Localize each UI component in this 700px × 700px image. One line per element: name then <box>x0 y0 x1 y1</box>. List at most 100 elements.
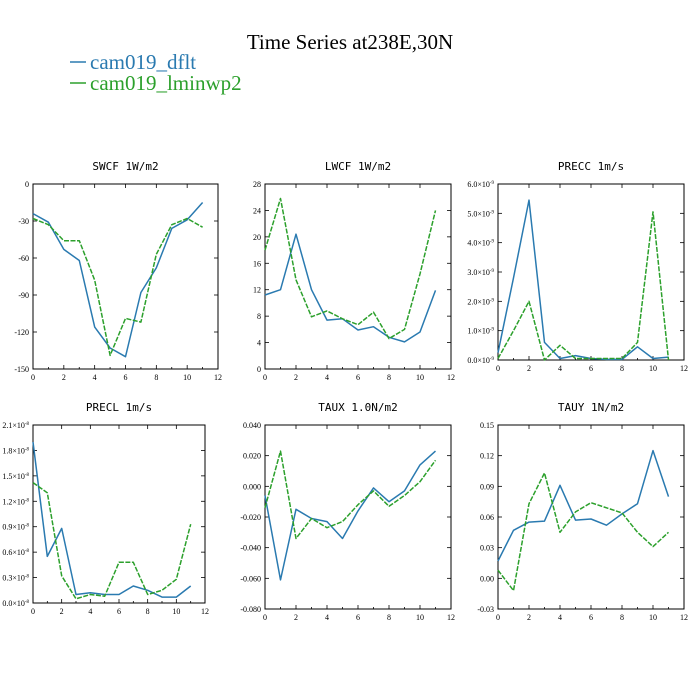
y-tick-label: 0.0×10-8 <box>2 599 29 608</box>
y-tick-label: 6.0×10-9 <box>467 180 494 189</box>
x-tick-label: 6 <box>589 613 593 622</box>
series-line-dflt <box>32 202 204 358</box>
y-tick-label: 0.03 <box>480 544 494 553</box>
x-tick-label: 8 <box>620 613 624 622</box>
y-tick-label: -0.020 <box>240 513 261 522</box>
panel-title: SWCF 1W/m2 <box>92 160 158 173</box>
y-tick-label: 0.15 <box>480 421 494 430</box>
x-tick-label: 2 <box>62 373 66 382</box>
panel-title: PRECC 1m/s <box>558 160 624 173</box>
x-tick-label: 0 <box>263 373 267 382</box>
plot-frame <box>264 183 452 370</box>
legend-label-lminwp2: cam019_lminwp2 <box>90 71 242 95</box>
y-tick-exponent: -8 <box>25 473 30 478</box>
y-tick-exponent: -8 <box>25 498 30 503</box>
y-tick-exponent: -8 <box>25 549 30 554</box>
series-line-dflt <box>497 449 670 562</box>
y-tick-label: 0.0×10-9 <box>467 356 494 365</box>
x-tick-label: 0 <box>263 613 267 622</box>
x-tick-label: 12 <box>680 613 688 622</box>
figure-title: Time Series at238E,30N <box>247 30 453 54</box>
panels: SWCF 1W/m20 2 4 6 8 10 120-30-60-90-120-150LWC… <box>2 160 688 622</box>
y-tick-label: 2.1×10-8 <box>2 421 29 430</box>
y-tick-label: 12 <box>253 286 261 295</box>
y-tick-label: 16 <box>253 259 261 268</box>
y-tick-label: 20 <box>253 233 261 242</box>
y-tick-label: -0.060 <box>240 574 261 583</box>
series-line-dflt <box>497 199 669 361</box>
x-tick-label: 6 <box>356 613 360 622</box>
y-tick-label: 0.9×10-8 <box>2 523 29 532</box>
y-tick-exponent: -9 <box>490 269 495 274</box>
panel-4: PRECL 1m/s 0 2 4 6 8 10 12 0.0×10-8 0.3×10-8 0.6×1… <box>2 401 209 616</box>
plot-frame <box>497 183 685 361</box>
x-tick-label: 6 <box>124 373 128 382</box>
x-tick-label: 2 <box>294 373 298 382</box>
x-tick-label: 0 <box>496 364 500 373</box>
y-tick-label: 4 <box>257 339 261 348</box>
x-tick-label: 2 <box>60 607 64 616</box>
y-tick-label: 1.8×10-8 <box>2 446 29 455</box>
x-tick-label: 12 <box>201 607 209 616</box>
y-tick-exponent: -8 <box>25 422 30 427</box>
panel-1: SWCF 1W/m2 0 2 4 6 8 10 12 0 -30 -60 -90 -120 -150 <box>14 160 222 382</box>
y-tick-label: 8 <box>257 312 261 321</box>
series-line-lminwp2 <box>32 481 192 600</box>
y-tick-label: 24 <box>253 206 261 215</box>
y-tick-exponent: -8 <box>25 600 30 605</box>
panel-5: TAUX 1.0N/m2 0 2 4 6 8 10 12 0.040 0.020 0.000 -0.0… <box>240 401 455 622</box>
y-tick-label: -30 <box>18 217 29 226</box>
x-tick-label: 4 <box>325 613 329 622</box>
x-tick-label: 12 <box>447 373 455 382</box>
x-tick-label: 8 <box>387 613 391 622</box>
x-tick-label: 10 <box>172 607 180 616</box>
y-tick-exponent: -8 <box>25 575 30 580</box>
plot-frame <box>32 424 206 604</box>
x-tick-label: 10 <box>649 613 657 622</box>
y-tick-exponent: -8 <box>25 447 30 452</box>
x-tick-label: 12 <box>447 613 455 622</box>
y-tick-exponent: -9 <box>490 181 495 186</box>
x-tick-label: 0 <box>496 613 500 622</box>
series-line-dflt <box>264 450 436 581</box>
y-tick-label: 5.0×10-9 <box>467 209 494 218</box>
y-tick-label: 1.5×10-8 <box>2 472 29 481</box>
x-tick-label: 0 <box>31 607 35 616</box>
x-tick-label: 4 <box>93 373 97 382</box>
x-tick-label: 8 <box>146 607 150 616</box>
series-line-lminwp2 <box>264 450 437 540</box>
x-tick-label: 2 <box>527 613 531 622</box>
y-tick-exponent: -8 <box>25 524 30 529</box>
y-tick-label: 0.3×10-8 <box>2 574 29 583</box>
series-line-lminwp2 <box>497 472 670 592</box>
y-tick-exponent: -9 <box>490 298 495 303</box>
y-tick-label: 2.0×10-9 <box>467 297 494 306</box>
panel-title: TAUX 1.0N/m2 <box>318 401 397 414</box>
y-tick-label: 3.0×10-9 <box>467 268 494 277</box>
y-tick-label: -120 <box>14 328 29 337</box>
y-tick-label: 0.6×10-8 <box>2 548 29 557</box>
y-tick-label: 0 <box>257 365 261 374</box>
x-tick-label: 10 <box>183 373 191 382</box>
series-line-dflt <box>32 441 192 598</box>
series-line-lminwp2 <box>32 217 203 357</box>
series-line-lminwp2 <box>264 197 437 340</box>
y-tick-label: 0.12 <box>480 452 494 461</box>
x-tick-label: 8 <box>154 373 158 382</box>
y-tick-label: -60 <box>18 254 29 263</box>
y-tick-label: -150 <box>14 365 29 374</box>
x-tick-label: 4 <box>325 373 329 382</box>
x-tick-label: 10 <box>649 364 657 373</box>
y-tick-label: -0.040 <box>240 544 261 553</box>
y-tick-exponent: -9 <box>490 357 495 362</box>
y-tick-label: 28 <box>253 180 261 189</box>
y-tick-label: -90 <box>18 291 29 300</box>
y-tick-label: 0.000 <box>243 482 261 491</box>
x-tick-label: 0 <box>31 373 35 382</box>
x-tick-label: 8 <box>620 364 624 373</box>
legend: cam019_dflt cam019_lminwp2 <box>70 50 242 95</box>
x-tick-label: 2 <box>527 364 531 373</box>
y-tick-label: 0 <box>25 180 29 189</box>
plot-frame <box>32 183 219 370</box>
y-tick-exponent: -9 <box>490 328 495 333</box>
